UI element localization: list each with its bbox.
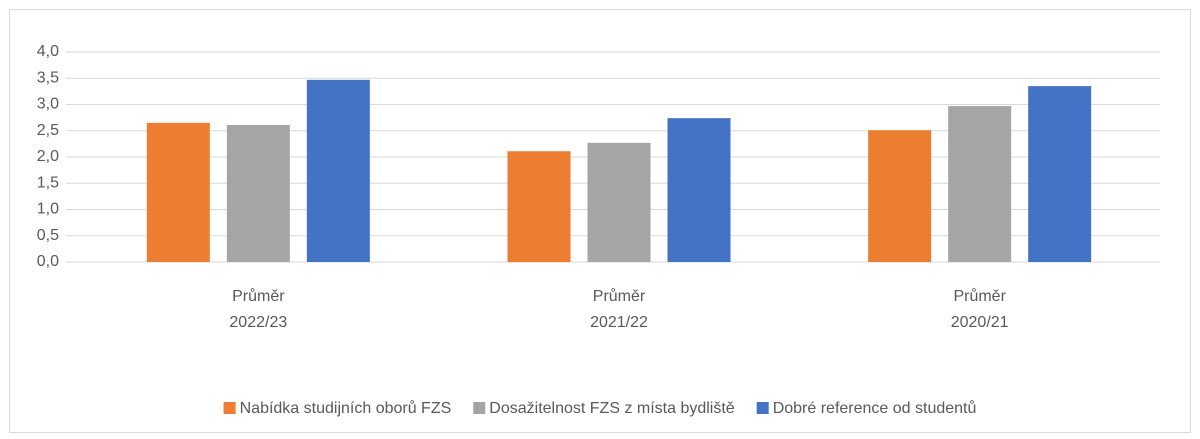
bar [306, 79, 370, 262]
bar [146, 122, 210, 262]
legend-label: Dosažitelnost FZS z místa bydliště [489, 400, 735, 417]
y-tick-label: 3,0 [37, 96, 59, 113]
y-tick-label: 0,0 [37, 253, 59, 270]
bar [226, 124, 290, 262]
bar [948, 106, 1012, 262]
x-tick-label: Průměr [593, 287, 646, 305]
legend-label: Nabídka studijních oborů FZS [240, 399, 452, 417]
legend-swatch [473, 402, 486, 414]
y-tick-label: 2,5 [37, 122, 59, 139]
legend-swatch [223, 402, 236, 414]
x-tick-label: Průměr [232, 287, 285, 305]
y-tick-label: 1,0 [37, 201, 59, 218]
legend-label: Dobré reference od studentů [773, 399, 977, 417]
x-tick-label: 2021/22 [590, 314, 648, 331]
x-tick-label: 2020/21 [951, 314, 1009, 331]
bar [868, 130, 932, 262]
bar [667, 118, 731, 263]
legend-swatch [756, 402, 769, 414]
x-tick-label: 2022/23 [229, 314, 287, 331]
bar [587, 142, 651, 262]
y-tick-label: 2,0 [37, 148, 59, 165]
y-tick-label: 4,0 [37, 43, 59, 60]
x-tick-label: Průměr [953, 287, 1006, 305]
y-tick-label: 3,5 [37, 69, 59, 86]
bar [507, 151, 571, 262]
y-tick-label: 1,5 [37, 174, 59, 191]
y-tick-label: 0,5 [37, 227, 59, 244]
bar [1028, 86, 1092, 262]
